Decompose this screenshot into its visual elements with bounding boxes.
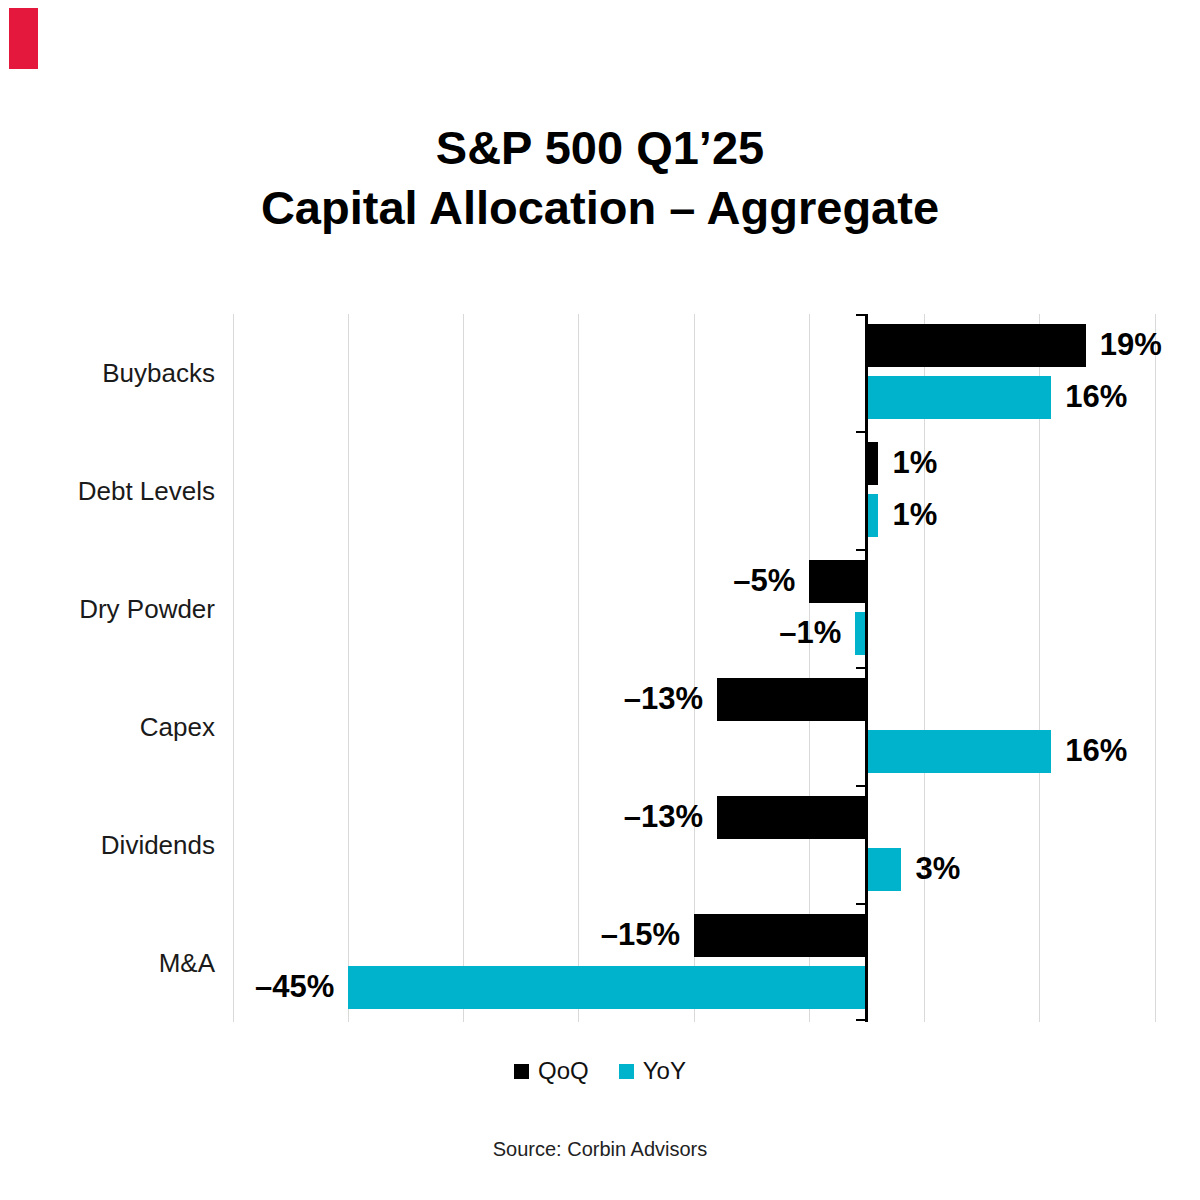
value-label: –1% — [779, 615, 841, 651]
value-label: –13% — [624, 681, 703, 717]
legend: QoQ YoY — [0, 1057, 1200, 1085]
bar-yoy-capex — [867, 730, 1051, 773]
category-label-m-a: M&A — [159, 948, 215, 979]
legend-label-yoy: YoY — [643, 1057, 686, 1085]
gridline — [233, 314, 234, 1022]
value-label: –5% — [733, 563, 795, 599]
value-label: 16% — [1065, 733, 1127, 769]
chart-page: S&P 500 Q1’25 Capital Allocation – Aggre… — [0, 0, 1200, 1200]
plot-area: 19%1%–5%–13%–13%–15%16%1%–1%16%3%–45% — [233, 314, 1155, 1022]
zero-axis-line — [865, 314, 868, 1022]
value-label: 16% — [1065, 379, 1127, 415]
legend-swatch-yoy — [619, 1064, 634, 1079]
value-label: –13% — [624, 799, 703, 835]
bar-qoq-buybacks — [867, 324, 1086, 367]
axis-tick — [856, 667, 865, 669]
category-label-dry-powder: Dry Powder — [79, 594, 215, 625]
legend-item-yoy: YoY — [619, 1057, 686, 1085]
bar-qoq-debt-levels — [867, 442, 879, 485]
axis-tick — [856, 431, 865, 433]
value-label: 3% — [915, 851, 960, 887]
bar-qoq-m-a — [694, 914, 867, 957]
chart-title: S&P 500 Q1’25 Capital Allocation – Aggre… — [0, 118, 1200, 238]
category-label-debt-levels: Debt Levels — [78, 476, 215, 507]
gridline — [924, 314, 925, 1022]
source-note: Source: Corbin Advisors — [0, 1138, 1200, 1161]
category-label-dividends: Dividends — [101, 830, 215, 861]
axis-tick — [856, 314, 865, 316]
legend-swatch-qoq — [514, 1064, 529, 1079]
legend-item-qoq: QoQ — [514, 1057, 589, 1085]
legend-label-qoq: QoQ — [538, 1057, 589, 1085]
brand-accent-bar — [9, 8, 38, 69]
gridline — [1039, 314, 1040, 1022]
value-label: –15% — [601, 917, 680, 953]
bar-qoq-capex — [717, 678, 867, 721]
bar-yoy-m-a — [348, 966, 867, 1009]
bar-qoq-dividends — [717, 796, 867, 839]
bar-qoq-dry-powder — [809, 560, 867, 603]
value-label: –45% — [255, 969, 334, 1005]
category-label-buybacks: Buybacks — [102, 358, 215, 389]
gridline — [578, 314, 579, 1022]
gridline — [348, 314, 349, 1022]
chart-title-line2: Capital Allocation – Aggregate — [0, 178, 1200, 238]
bar-yoy-dividends — [867, 848, 902, 891]
value-label: 1% — [892, 445, 937, 481]
bar-yoy-debt-levels — [867, 494, 879, 537]
axis-tick — [856, 1019, 865, 1021]
axis-tick — [856, 785, 865, 787]
value-label: 1% — [892, 497, 937, 533]
bar-yoy-buybacks — [867, 376, 1051, 419]
axis-tick — [856, 903, 865, 905]
chart-title-line1: S&P 500 Q1’25 — [0, 118, 1200, 178]
axis-tick — [856, 549, 865, 551]
category-axis: Buybacks Debt Levels Dry Powder Capex Divide… — [0, 314, 215, 1022]
gridline — [1155, 314, 1156, 1022]
category-label-capex: Capex — [140, 712, 215, 743]
gridline — [463, 314, 464, 1022]
value-label: 19% — [1100, 327, 1162, 363]
